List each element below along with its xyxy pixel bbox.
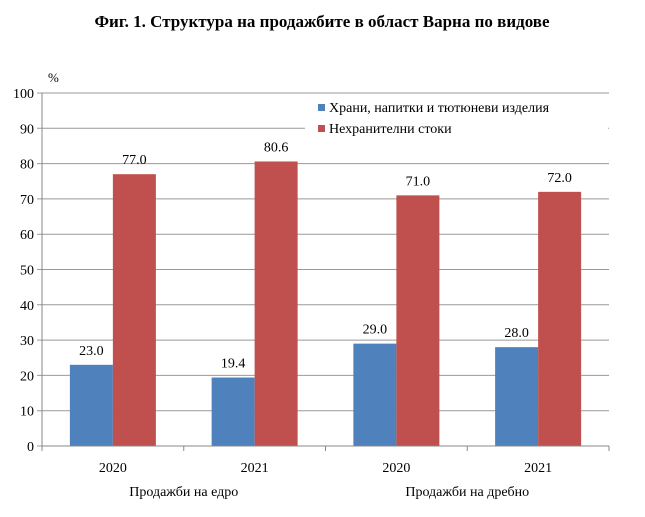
y-tick-label: 30 bbox=[20, 334, 34, 349]
legend-box bbox=[305, 97, 608, 143]
y-tick-label: 10 bbox=[20, 405, 34, 420]
y-tick-label: 20 bbox=[20, 369, 34, 384]
bar bbox=[112, 174, 156, 446]
category-group-label: Продажби на дребно bbox=[405, 485, 529, 500]
data-label: 28.0 bbox=[504, 326, 529, 341]
bar bbox=[211, 377, 255, 446]
y-tick-label: 40 bbox=[20, 299, 34, 314]
y-tick-label: 50 bbox=[20, 264, 34, 279]
bar bbox=[353, 343, 397, 446]
y-tick-label: 0 bbox=[27, 440, 34, 455]
category-group-label: Продажби на едро bbox=[129, 485, 238, 500]
y-tick-label: 70 bbox=[20, 193, 34, 208]
bar bbox=[495, 347, 539, 446]
data-label: 72.0 bbox=[547, 171, 572, 186]
legend-swatch bbox=[318, 125, 325, 132]
y-tick-label: 100 bbox=[13, 87, 34, 102]
bar bbox=[254, 161, 298, 446]
bar bbox=[396, 195, 440, 446]
y-tick-label: 80 bbox=[20, 158, 34, 173]
x-tick-label: 2020 bbox=[382, 461, 410, 476]
data-label: 19.4 bbox=[221, 357, 246, 372]
bar bbox=[538, 191, 582, 446]
data-label: 71.0 bbox=[406, 174, 431, 189]
data-label: 80.6 bbox=[264, 140, 289, 155]
y-tick-label: 60 bbox=[20, 228, 34, 243]
x-tick-label: 2020 bbox=[99, 461, 127, 476]
bar bbox=[69, 364, 113, 446]
x-tick-label: 2021 bbox=[241, 461, 269, 476]
legend-swatch bbox=[318, 104, 325, 111]
y-axis-label: % bbox=[48, 70, 59, 85]
legend-label: Нехранителни стоки bbox=[329, 122, 452, 137]
data-label: 77.0 bbox=[122, 153, 147, 168]
data-label: 23.0 bbox=[79, 344, 104, 359]
y-tick-label: 90 bbox=[20, 122, 34, 137]
data-label: 29.0 bbox=[363, 323, 388, 338]
chart-title: Фиг. 1. Структура на продажбите в област… bbox=[94, 12, 550, 31]
x-tick-label: 2021 bbox=[524, 461, 552, 476]
legend-label: Храни, напитки и тютюневи изделия bbox=[329, 101, 550, 116]
